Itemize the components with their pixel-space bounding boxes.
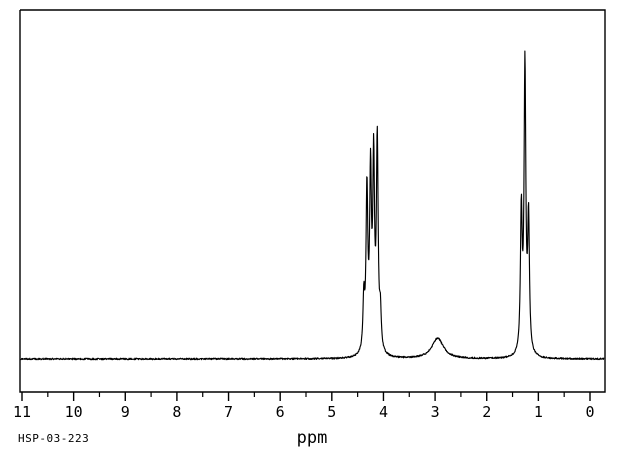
- axis-tick-label: 11: [13, 403, 31, 421]
- axis-tick-label: 6: [276, 403, 285, 421]
- axis-tick-label: 7: [224, 403, 233, 421]
- axis-tick-label: 1: [534, 403, 543, 421]
- frame-border: [19, 9, 606, 393]
- axis-tick-labels: 11 10 9 8 7 6 5 4 3 2 1 0: [13, 403, 595, 421]
- axis-ticks: [21, 392, 591, 401]
- spectrum-trace: [20, 50, 605, 361]
- x-axis-title: ppm: [297, 428, 328, 448]
- axis-tick-label: 4: [379, 403, 388, 421]
- axis-tick-label: 2: [482, 403, 491, 421]
- spectrum-trace-group: [20, 50, 605, 361]
- sample-id-label: HSP-03-223: [18, 432, 89, 445]
- axis-tick-label: 3: [431, 403, 440, 421]
- axis-tick-label: 5: [327, 403, 336, 421]
- axis-tick-label: 0: [585, 403, 594, 421]
- axis-tick-label: 10: [65, 403, 83, 421]
- axis-tick-label: 9: [121, 403, 130, 421]
- axis-tick-label: 8: [172, 403, 181, 421]
- plot-frame: [19, 9, 606, 393]
